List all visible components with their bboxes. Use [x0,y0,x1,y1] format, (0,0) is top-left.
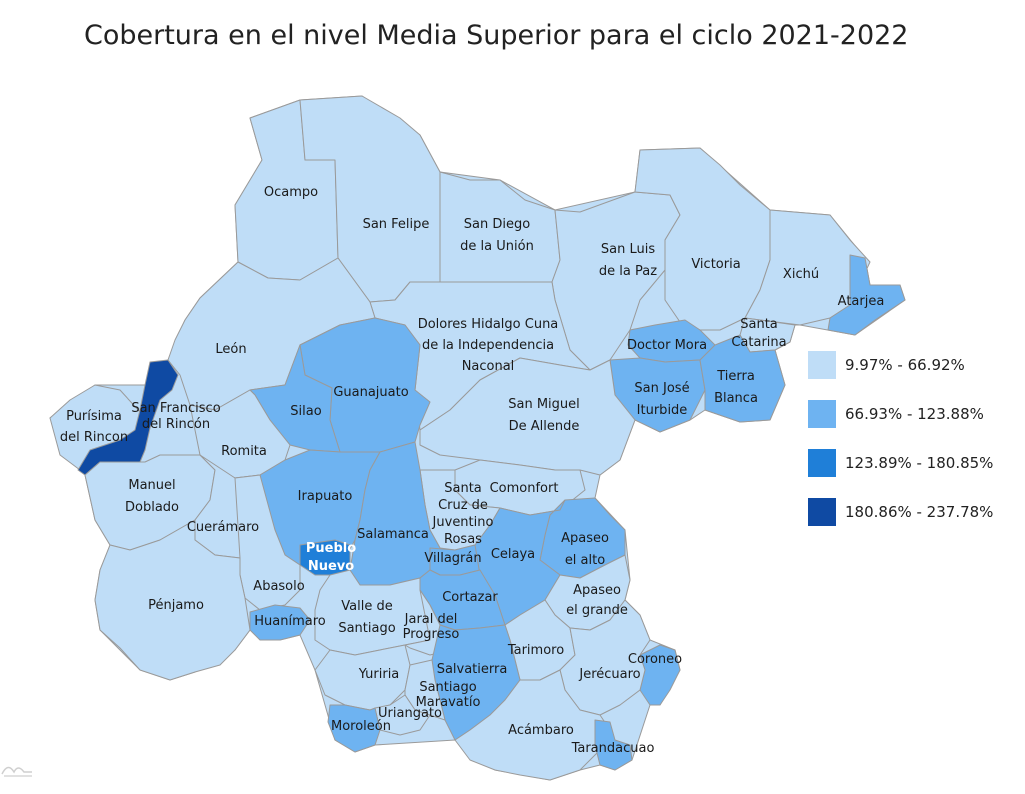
map-legend: 9.97% - 66.92% 66.93% - 123.88% 123.89% - … [808,350,993,546]
legend-item-1[interactable]: 9.97% - 66.92% [808,350,993,380]
municipality-uriangato[interactable] [374,694,431,736]
legend-label: 9.97% - 66.92% [845,356,965,374]
municipality-pueblo-nuevo[interactable] [299,539,351,576]
municipality-xichu[interactable] [744,209,871,326]
map-title: Cobertura en el nivel Media Superior par… [84,20,909,51]
legend-item-4[interactable]: 180.86% - 237.78% [808,497,993,527]
legend-swatch [808,400,836,428]
municipality-tierra-blanca[interactable] [699,334,786,423]
legend-item-3[interactable]: 123.89% - 180.85% [808,448,993,478]
municipality-san-diego[interactable] [439,171,561,283]
municipality-tarandacuao[interactable] [594,719,633,771]
municipality-atarjea[interactable] [827,254,906,336]
legend-item-2[interactable]: 66.93% - 123.88% [808,399,993,429]
legend-label: 66.93% - 123.88% [845,405,984,423]
municipality-acambaro[interactable] [454,669,611,781]
municipality-penjamo[interactable] [94,519,251,681]
watermark-logo-icon [1,766,32,777]
municipality-victoria[interactable] [634,147,771,331]
legend-swatch [808,498,836,526]
legend-swatch [808,449,836,477]
municipality-santiago-maravatio[interactable] [404,659,446,721]
municipality-huanimaro[interactable] [249,604,311,641]
legend-label: 123.89% - 180.85% [845,454,994,472]
municipality-san-miguel-allende[interactable] [419,357,636,476]
legend-label: 180.86% - 237.78% [845,503,994,521]
municipality-moroleon[interactable] [327,704,381,753]
municipality-yuriria[interactable] [314,644,411,711]
legend-swatch [808,351,836,379]
municipality-coroneo[interactable] [639,644,681,706]
